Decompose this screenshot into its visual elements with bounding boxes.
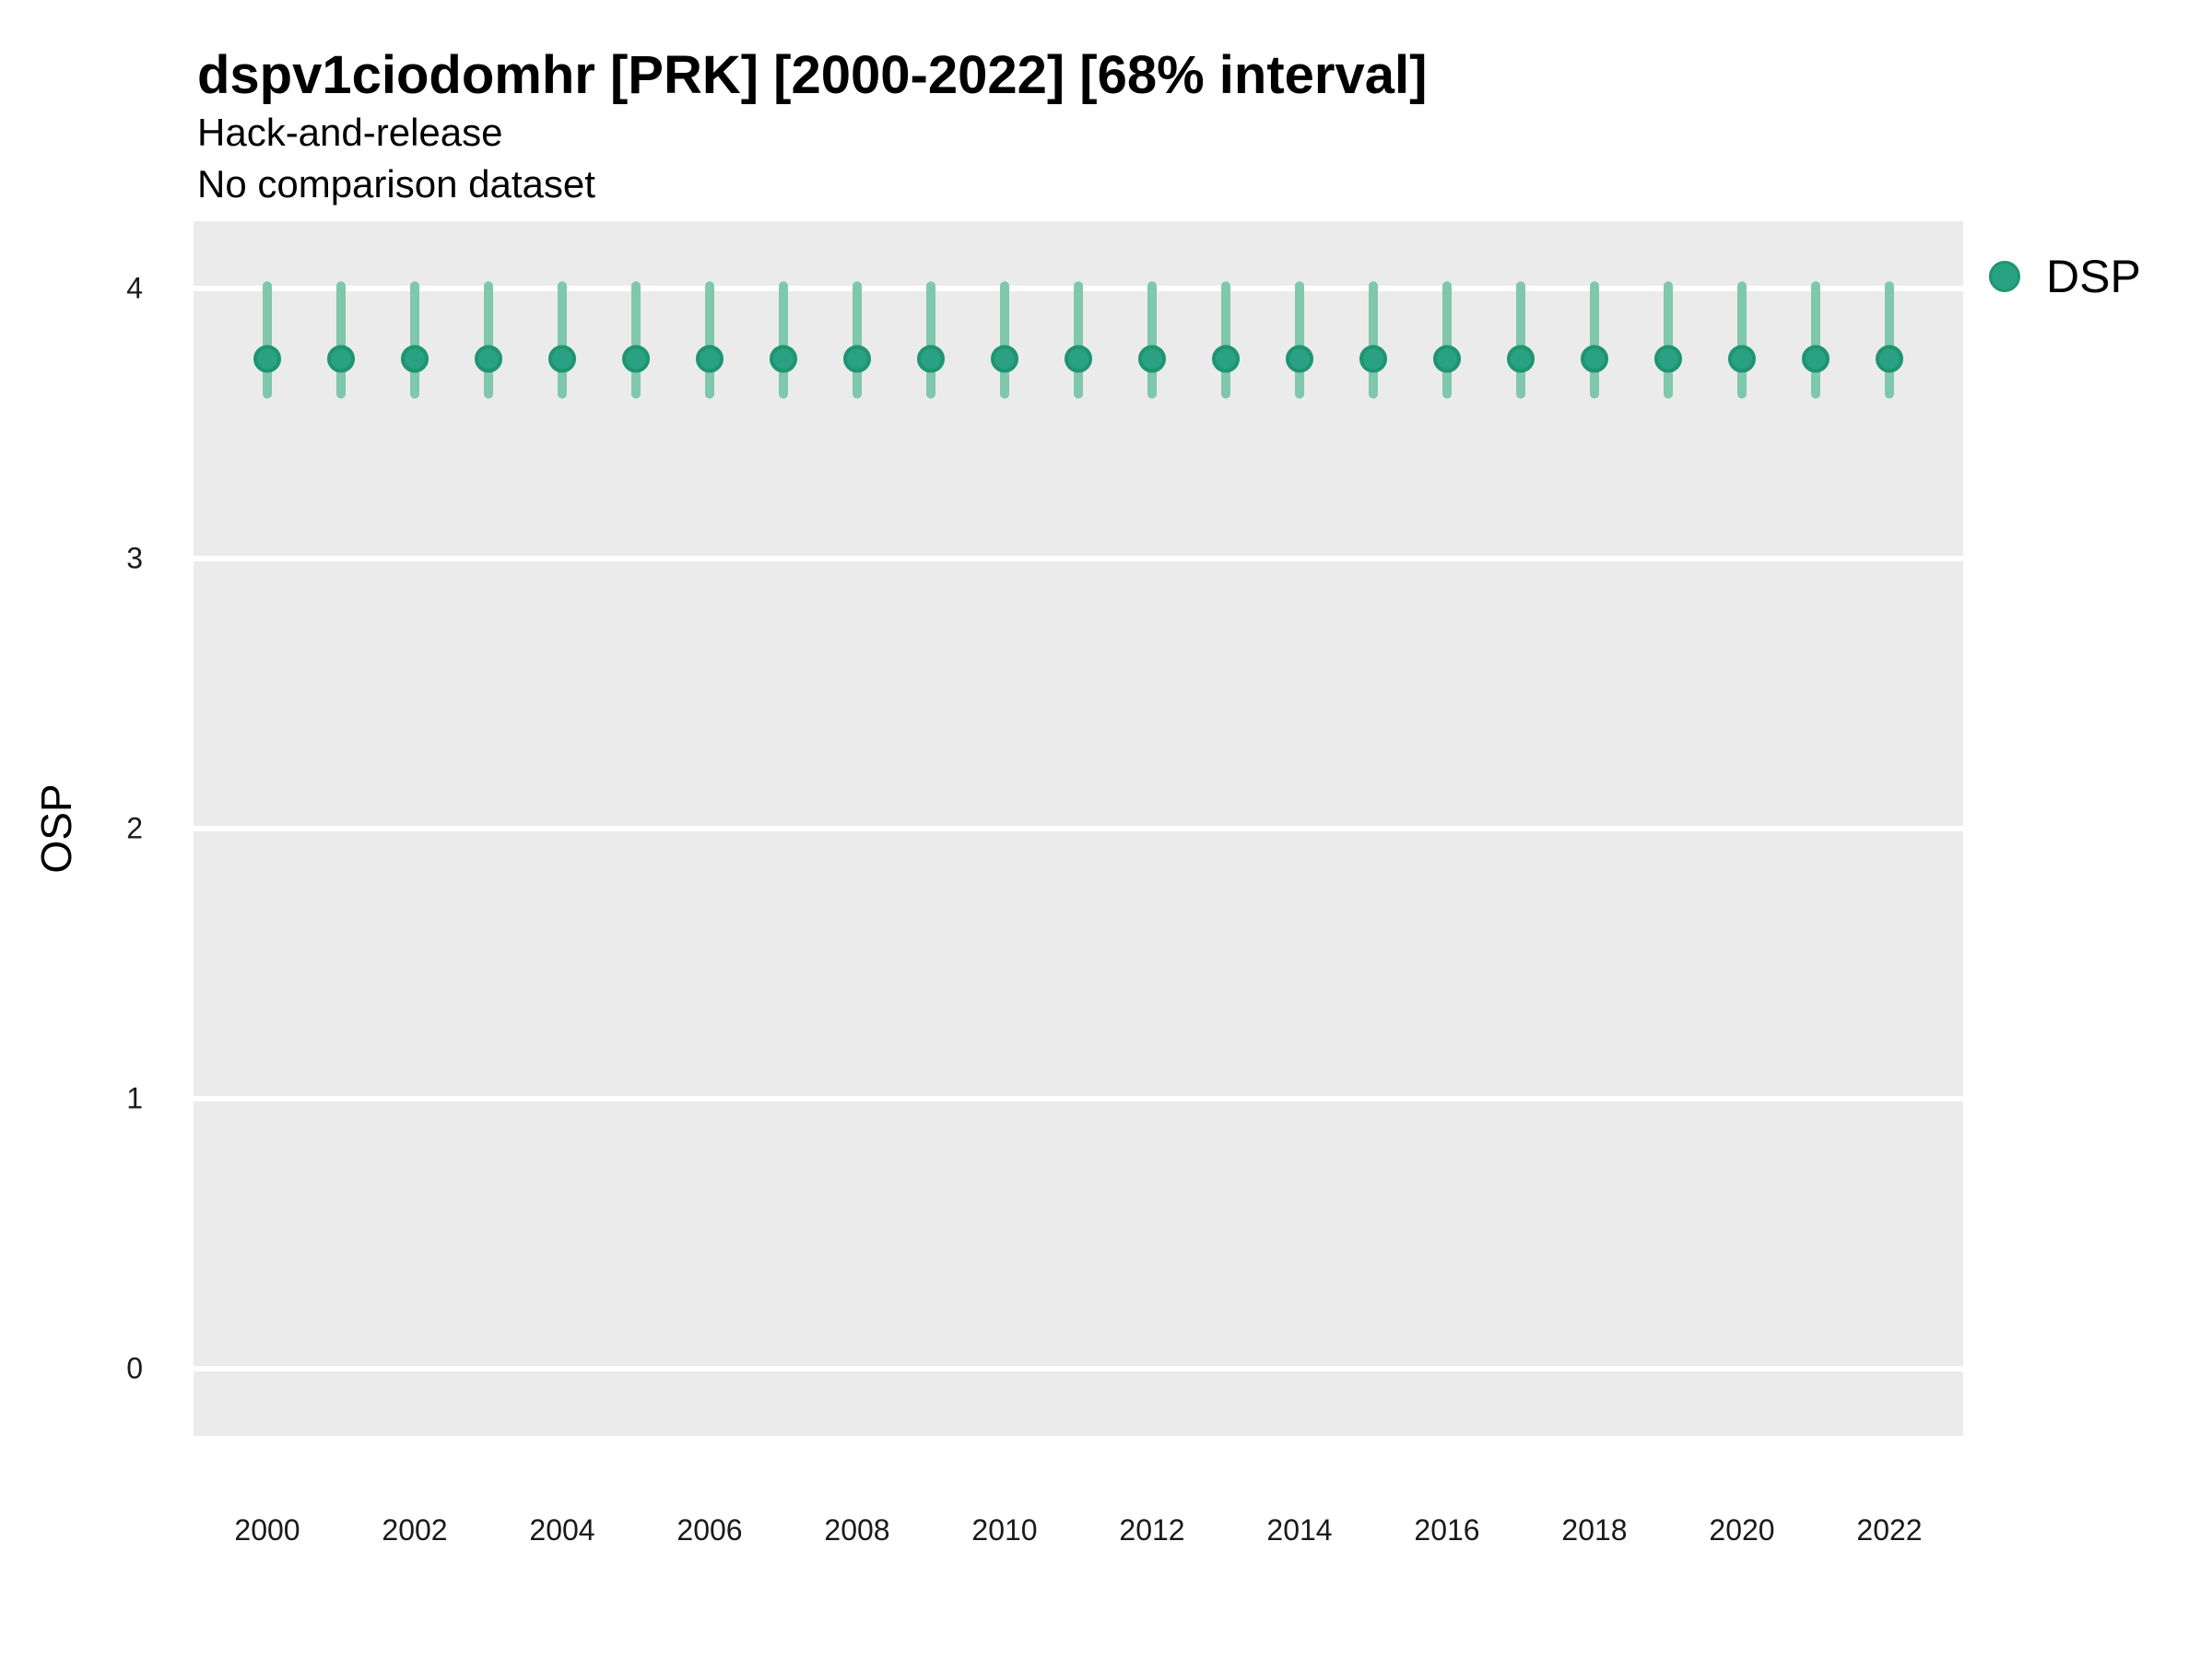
chart-title: dspv1ciodomhr [PRK] [2000-2022] [68% int… (197, 45, 1428, 105)
data-point (843, 345, 871, 373)
x-tick-label: 2008 (824, 1513, 890, 1547)
legend-label: DSP (2046, 251, 2141, 302)
x-tick-label: 2000 (234, 1513, 300, 1547)
legend: DSP (1989, 250, 2141, 303)
y-tick-label: 4 (126, 271, 143, 305)
data-point (696, 345, 724, 373)
data-point (475, 345, 502, 373)
data-point (1138, 345, 1166, 373)
data-point (548, 345, 576, 373)
chart-subtitle: Hack-and-release (197, 111, 503, 154)
x-tick-label: 2004 (529, 1513, 595, 1547)
major-gridline (194, 556, 1963, 562)
y-tick-label: 2 (126, 811, 143, 845)
plot-panel (194, 221, 1963, 1436)
data-layer (253, 281, 1903, 399)
chart-note: No comparison dataset (197, 162, 595, 206)
data-point (1654, 345, 1682, 373)
data-point (1065, 345, 1092, 373)
x-tick-label: 2006 (677, 1513, 743, 1547)
data-point (327, 345, 355, 373)
data-point (1212, 345, 1240, 373)
data-point (1433, 345, 1461, 373)
x-tick-label: 2012 (1119, 1513, 1185, 1547)
data-point (1581, 345, 1608, 373)
data-point (770, 345, 797, 373)
data-point (1507, 345, 1535, 373)
y-tick-label: 0 (126, 1351, 143, 1385)
data-point (1802, 345, 1830, 373)
data-point (401, 345, 429, 373)
major-gridline (194, 1365, 1963, 1371)
x-tick-label: 2020 (1709, 1513, 1775, 1547)
x-tick-label: 2022 (1856, 1513, 1923, 1547)
y-tick-label: 1 (126, 1081, 143, 1115)
data-point (1359, 345, 1387, 373)
y-tick-label: 3 (126, 541, 143, 575)
data-point (253, 345, 281, 373)
x-tick-label: 2014 (1266, 1513, 1333, 1547)
data-point (1286, 345, 1313, 373)
major-gridline (194, 826, 1963, 831)
x-tick-label: 2018 (1561, 1513, 1628, 1547)
x-tick-label: 2002 (382, 1513, 448, 1547)
data-point (991, 345, 1018, 373)
x-tick-label: 2010 (971, 1513, 1038, 1547)
major-gridline (194, 1095, 1963, 1101)
data-point (622, 345, 650, 373)
data-point (917, 345, 945, 373)
data-point (1728, 345, 1756, 373)
legend-point-icon (1989, 261, 2020, 292)
data-point (1876, 345, 1903, 373)
x-tick-label: 2016 (1414, 1513, 1480, 1547)
